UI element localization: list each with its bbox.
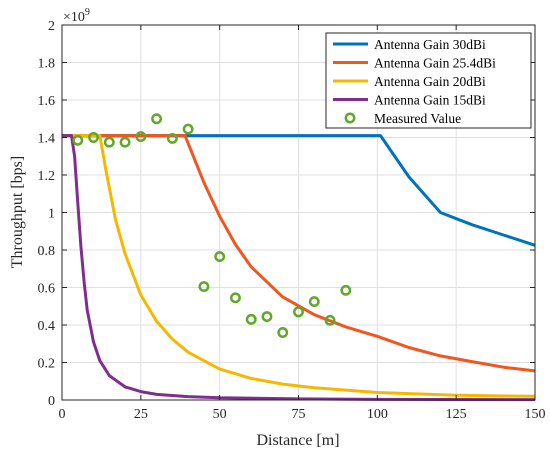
y-tick-label: 1.6 [38,94,56,109]
legend-label-antenna-gain-30dbi: Antenna Gain 30dBi [374,37,486,52]
y-exponent-label: ×109 [63,7,90,25]
x-tick-label: 75 [292,407,306,422]
measured-point [198,281,210,293]
y-axis-label: Throughput [bps] [9,156,26,268]
y-tick-label: 1.4 [38,132,56,147]
plot-series [62,113,536,402]
legend-label-measured-value: Measured Value [374,111,461,126]
measured-point [229,292,241,304]
y-tick-label: 1.8 [38,57,56,72]
y-tick-label: 0.8 [38,244,56,259]
measured-point [261,311,273,323]
y-tick-label: 1.2 [38,169,56,184]
legend-label-antenna-gain-25-4dbi: Antenna Gain 25.4dBi [374,56,496,71]
y-tick-label: 2 [48,19,55,34]
measured-point [72,134,84,146]
measured-point [245,313,257,325]
legend-label-antenna-gain-20dbi: Antenna Gain 20dBi [374,74,486,89]
x-tick-label: 100 [367,407,388,422]
axis-ticks: 0 25 50 75 100 125 150 0 0.2 0.4 0.6 0.8 1 1.2 1.4 1.6 1… [38,19,546,422]
measured-point [103,136,115,148]
series-line-antenna-gain-25-4dbi [62,134,536,373]
measured-point [166,132,178,144]
series-line-antenna-gain-30dbi [62,134,536,247]
measured-point [214,251,226,263]
measured-point [135,131,147,143]
y-tick-label: 1 [48,207,55,222]
series-line-antenna-gain-20dbi [62,134,536,398]
y-tick-label: 0.2 [38,357,56,372]
measured-point [277,327,289,338]
x-tick-label: 125 [446,407,467,422]
measured-point [182,123,194,135]
y-tick-label: 0 [48,394,55,409]
measured-point [324,314,336,326]
measured-point [308,296,320,308]
legend-label-antenna-gain-15dbi: Antenna Gain 15dBi [374,93,486,108]
measured-point [293,306,304,318]
measured-point [88,132,99,143]
x-tick-label: 0 [59,407,66,422]
y-tick-label: 0.6 [38,282,56,297]
series-line-antenna-gain-15dbi [62,134,536,402]
measured-point [340,284,352,296]
x-tick-label: 50 [213,407,227,422]
legend-swatch-measured-value [344,112,356,124]
x-axis-label: Distance [m] [256,432,339,449]
legend: Antenna Gain 30dBi Antenna Gain 25.4dBi An… [325,32,532,129]
y-tick-label: 0.4 [38,319,56,334]
measured-point [119,136,131,148]
x-tick-label: 150 [525,407,546,422]
x-tick-label: 25 [134,407,148,422]
measured-point [151,113,163,125]
